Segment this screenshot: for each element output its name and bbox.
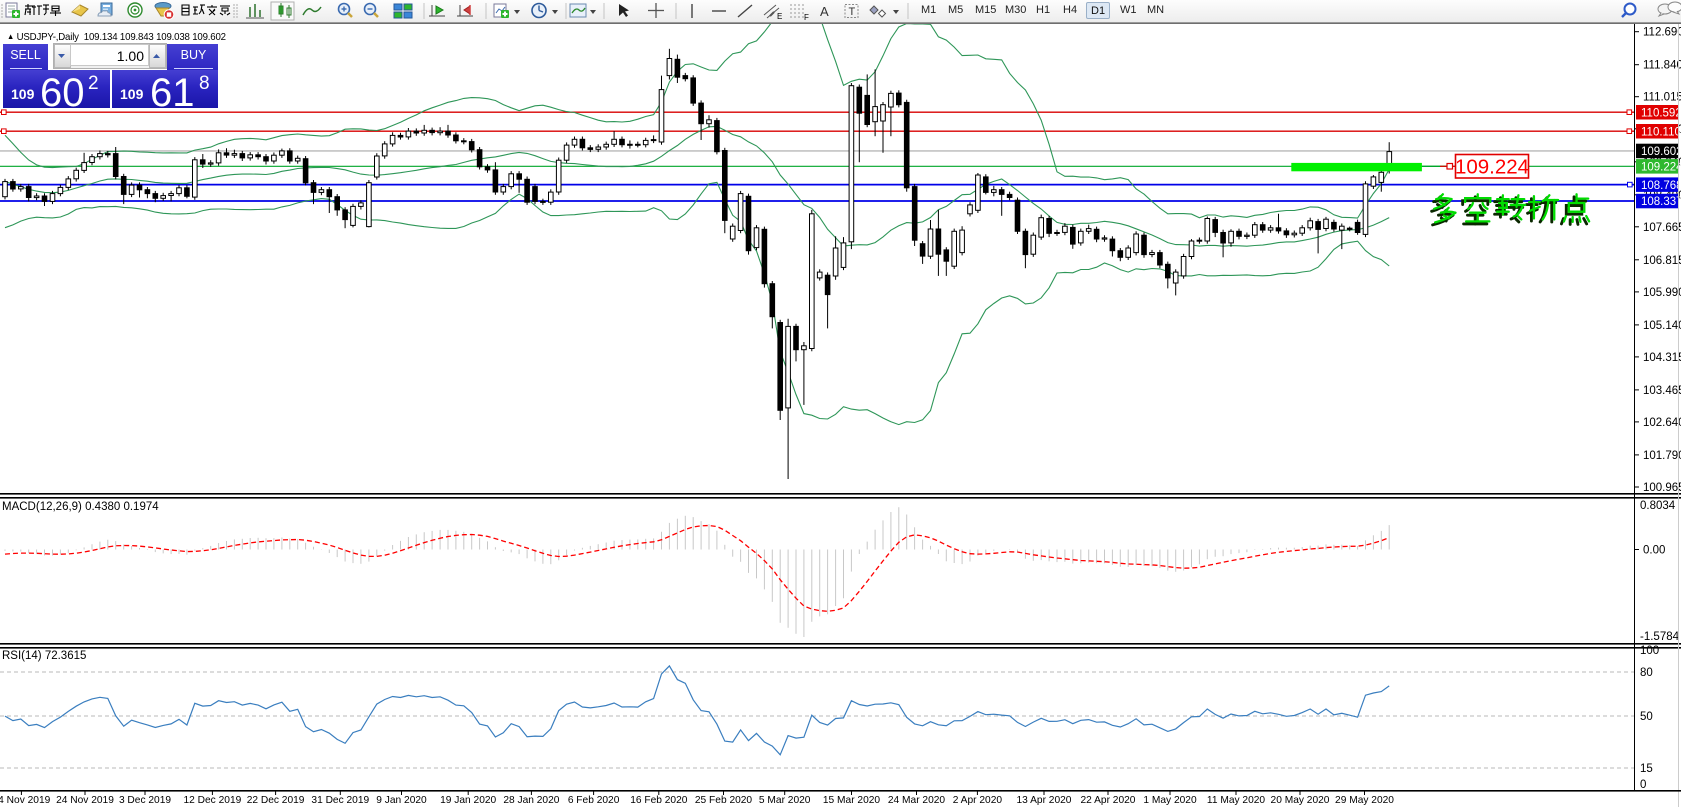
svg-text:109.224: 109.224 — [1641, 162, 1681, 174]
svg-text:6 Feb 2020: 6 Feb 2020 — [568, 795, 620, 806]
svg-text:E: E — [777, 12, 782, 21]
svg-text:50: 50 — [1640, 711, 1653, 723]
svg-text:110.592: 110.592 — [1641, 107, 1681, 119]
svg-text:109.224: 109.224 — [1455, 156, 1529, 179]
svg-text:111.015: 111.015 — [1643, 92, 1681, 104]
svg-text:0.8034: 0.8034 — [1640, 500, 1676, 512]
svg-text:108.768: 108.768 — [1641, 180, 1681, 192]
svg-text:MACD(12,26,9) 0.4380 0.1974: MACD(12,26,9) 0.4380 0.1974 — [2, 501, 159, 513]
svg-text:25 Feb 2020: 25 Feb 2020 — [695, 795, 753, 806]
svg-text:2 Apr 2020: 2 Apr 2020 — [953, 795, 1003, 806]
svg-text:102.640: 102.640 — [1643, 417, 1681, 429]
svg-text:11 May 2020: 11 May 2020 — [1207, 795, 1265, 806]
svg-text:101.790: 101.790 — [1643, 450, 1681, 462]
svg-text:110.110: 110.110 — [1641, 126, 1681, 138]
svg-text:T: T — [849, 6, 856, 18]
svg-text:80: 80 — [1640, 667, 1653, 679]
svg-text:22 Apr 2020: 22 Apr 2020 — [1081, 795, 1136, 806]
svg-text:107.665: 107.665 — [1643, 222, 1681, 234]
svg-text:112.690: 112.690 — [1643, 27, 1681, 39]
svg-text:15: 15 — [1640, 763, 1653, 775]
svg-text:105.990: 105.990 — [1643, 287, 1681, 299]
svg-text:9 Jan 2020: 9 Jan 2020 — [376, 795, 427, 806]
svg-text:100: 100 — [1640, 645, 1659, 657]
svg-text:14 Nov 2019: 14 Nov 2019 — [0, 795, 51, 806]
svg-text:5 Mar 2020: 5 Mar 2020 — [759, 795, 811, 806]
svg-text:19 Jan 2020: 19 Jan 2020 — [440, 795, 496, 806]
svg-text:100.965: 100.965 — [1643, 482, 1681, 494]
svg-text:24 Mar 2020: 24 Mar 2020 — [888, 795, 946, 806]
svg-text:106.815: 106.815 — [1643, 255, 1681, 267]
svg-text:103.465: 103.465 — [1643, 385, 1681, 397]
svg-text:20 May 2020: 20 May 2020 — [1271, 795, 1330, 806]
svg-text:24 Nov 2019: 24 Nov 2019 — [56, 795, 114, 806]
svg-text:15 Mar 2020: 15 Mar 2020 — [823, 795, 881, 806]
svg-text:0: 0 — [1640, 779, 1646, 791]
svg-text:A: A — [820, 4, 829, 19]
svg-text:22 Dec 2019: 22 Dec 2019 — [247, 795, 305, 806]
svg-text:3 Dec 2019: 3 Dec 2019 — [119, 795, 171, 806]
svg-text:108.337: 108.337 — [1641, 196, 1681, 208]
svg-text:RSI(14) 72.3615: RSI(14) 72.3615 — [2, 650, 86, 662]
svg-text:1 May 2020: 1 May 2020 — [1143, 795, 1197, 806]
svg-text:31 Dec 2019: 31 Dec 2019 — [311, 795, 369, 806]
svg-text:13 Apr 2020: 13 Apr 2020 — [1017, 795, 1072, 806]
svg-text:F: F — [804, 13, 809, 22]
svg-text:-1.5784: -1.5784 — [1640, 631, 1680, 643]
svg-text:109.602: 109.602 — [1641, 146, 1681, 158]
svg-text:28 Jan 2020: 28 Jan 2020 — [503, 795, 559, 806]
svg-text:16 Feb 2020: 16 Feb 2020 — [630, 795, 688, 806]
svg-text:29 May 2020: 29 May 2020 — [1335, 795, 1394, 806]
svg-text:12 Dec 2019: 12 Dec 2019 — [184, 795, 242, 806]
svg-text:104.315: 104.315 — [1643, 352, 1681, 364]
svg-text:105.140: 105.140 — [1643, 320, 1681, 332]
svg-text:111.840: 111.840 — [1643, 60, 1681, 72]
svg-text:0.00: 0.00 — [1643, 545, 1665, 557]
